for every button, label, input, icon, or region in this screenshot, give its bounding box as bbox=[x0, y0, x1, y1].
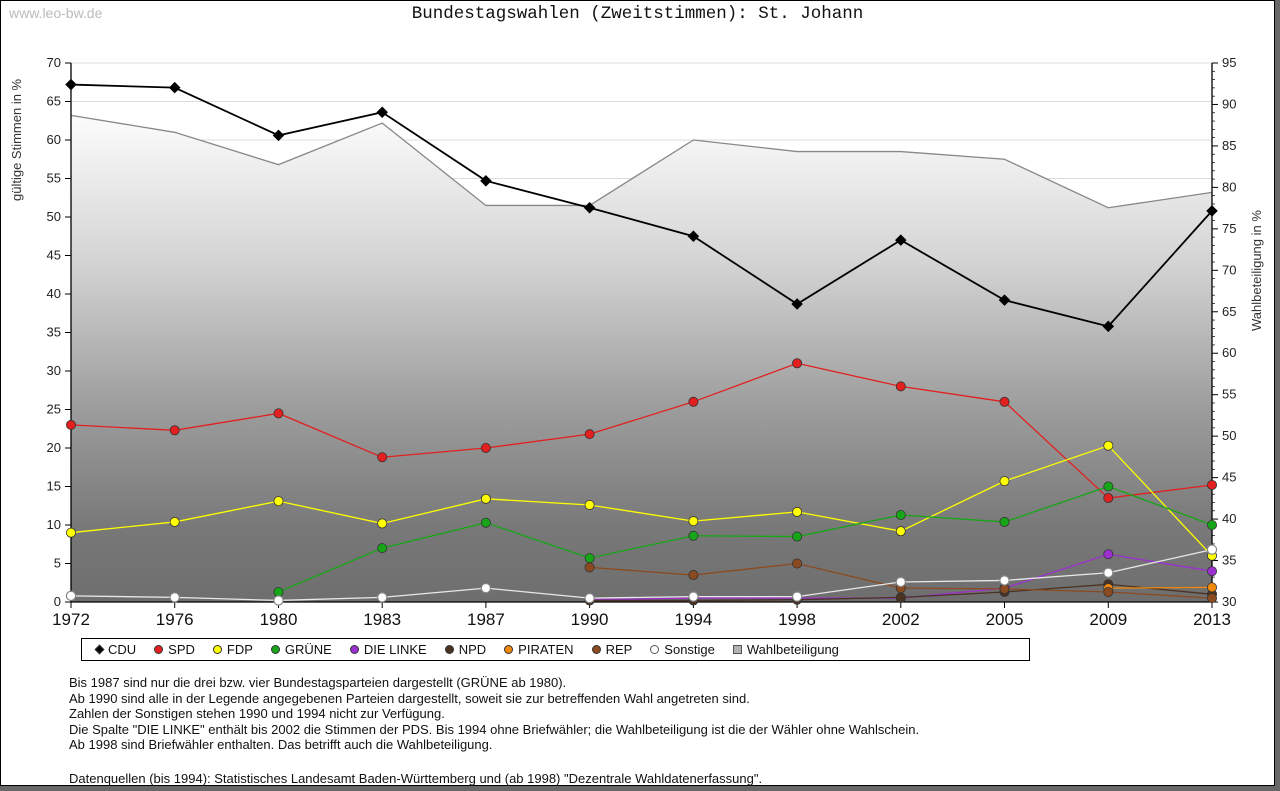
svg-text:1987: 1987 bbox=[467, 610, 505, 629]
svg-text:1980: 1980 bbox=[260, 610, 298, 629]
svg-text:40: 40 bbox=[47, 286, 61, 301]
svg-text:95: 95 bbox=[1222, 55, 1236, 70]
svg-text:45: 45 bbox=[1222, 470, 1236, 485]
svg-text:2005: 2005 bbox=[986, 610, 1024, 629]
svg-text:25: 25 bbox=[47, 402, 61, 417]
svg-text:2002: 2002 bbox=[882, 610, 920, 629]
svg-text:1990: 1990 bbox=[571, 610, 609, 629]
svg-text:70: 70 bbox=[47, 55, 61, 70]
svg-text:30: 30 bbox=[1222, 594, 1236, 609]
svg-text:10: 10 bbox=[47, 517, 61, 532]
svg-text:5: 5 bbox=[54, 556, 61, 571]
svg-text:1983: 1983 bbox=[363, 610, 401, 629]
svg-text:75: 75 bbox=[1222, 221, 1236, 236]
svg-text:2013: 2013 bbox=[1193, 610, 1231, 629]
svg-text:1972: 1972 bbox=[52, 610, 90, 629]
svg-text:60: 60 bbox=[1222, 345, 1236, 360]
svg-text:40: 40 bbox=[1222, 511, 1236, 526]
svg-text:80: 80 bbox=[1222, 179, 1236, 194]
svg-text:70: 70 bbox=[1222, 262, 1236, 277]
svg-text:2009: 2009 bbox=[1089, 610, 1127, 629]
svg-text:15: 15 bbox=[47, 479, 61, 494]
svg-text:50: 50 bbox=[47, 209, 61, 224]
svg-text:35: 35 bbox=[1222, 553, 1236, 568]
svg-text:90: 90 bbox=[1222, 96, 1236, 111]
svg-text:0: 0 bbox=[54, 594, 61, 609]
svg-text:20: 20 bbox=[47, 440, 61, 455]
svg-text:1998: 1998 bbox=[778, 610, 816, 629]
svg-text:35: 35 bbox=[47, 325, 61, 340]
svg-text:1976: 1976 bbox=[156, 610, 194, 629]
svg-text:50: 50 bbox=[1222, 428, 1236, 443]
svg-text:30: 30 bbox=[47, 363, 61, 378]
svg-text:1994: 1994 bbox=[674, 610, 712, 629]
svg-text:65: 65 bbox=[1222, 304, 1236, 319]
svg-text:55: 55 bbox=[1222, 387, 1236, 402]
svg-text:60: 60 bbox=[47, 132, 61, 147]
svg-text:85: 85 bbox=[1222, 138, 1236, 153]
svg-text:55: 55 bbox=[47, 171, 61, 186]
svg-text:45: 45 bbox=[47, 248, 61, 263]
svg-text:65: 65 bbox=[47, 94, 61, 109]
